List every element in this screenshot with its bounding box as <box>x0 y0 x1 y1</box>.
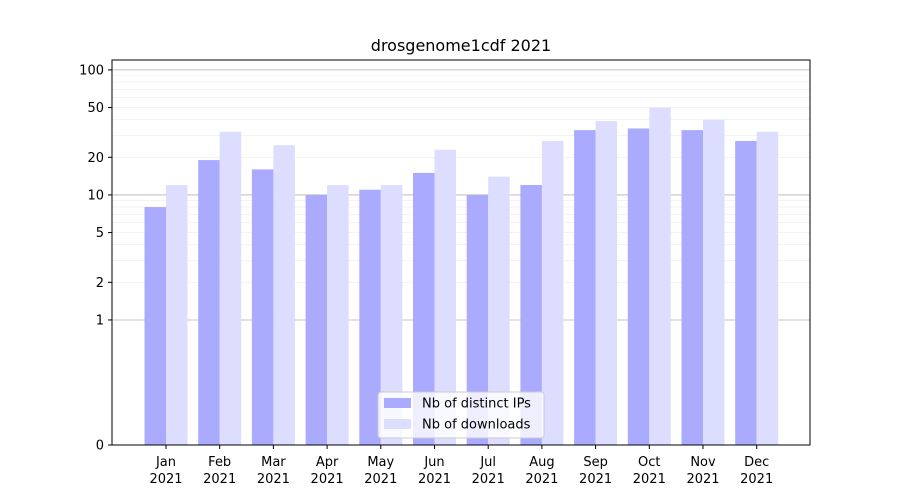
x-tick-label-month: Nov <box>690 455 716 470</box>
y-tick-label: 20 <box>87 151 104 166</box>
bar-distinct-ips-jan <box>144 207 166 445</box>
bar-downloads-apr <box>327 185 349 445</box>
legend-swatch <box>384 398 411 408</box>
legend: Nb of distinct IPs Nb of downloads <box>377 391 545 439</box>
bar-distinct-ips-may <box>359 189 381 445</box>
bar-downloads-dec <box>756 131 779 445</box>
y-tick-label: 5 <box>96 226 104 241</box>
x-axis: Jan 2021 Feb 2021 Mar 2021 Apr 2021 May 2021 Jun 20… <box>149 445 773 487</box>
x-tick-label-year: 2021 <box>203 472 236 487</box>
x-tick-label-year: 2021 <box>472 472 505 487</box>
bar-distinct-ips-aug <box>520 185 542 445</box>
x-tick-label-month: Dec <box>744 455 769 470</box>
bar-downloads-sep <box>595 121 618 446</box>
plot-area-frame <box>111 59 811 446</box>
bar-downloads-jun <box>434 149 456 446</box>
bar-downloads-jan <box>166 185 188 445</box>
bar-distinct-ips-jun <box>413 172 435 445</box>
x-tick-label-year: 2021 <box>740 472 773 487</box>
y-tick-label: 50 <box>87 101 104 116</box>
legend-label: Nb of downloads <box>422 418 531 433</box>
x-tick-label-month: Jan <box>155 455 176 470</box>
x-tick-label-year: 2021 <box>257 472 290 487</box>
bar-distinct-ips-sep <box>574 130 596 445</box>
bar-distinct-ips-nov <box>681 130 703 445</box>
x-tick-label-year: 2021 <box>364 472 397 487</box>
x-tick-label-year: 2021 <box>149 472 182 487</box>
x-tick-label-month: Sep <box>583 455 608 470</box>
legend-swatch <box>384 419 411 429</box>
bar-distinct-ips-jul <box>466 194 489 445</box>
x-tick-label-year: 2021 <box>418 472 451 487</box>
bar-downloads-feb <box>219 131 242 445</box>
x-tick-label-month: Feb <box>208 455 231 470</box>
bar-downloads-mar <box>273 145 295 445</box>
bar-downloads-aug <box>541 140 564 445</box>
y-tick-label: 2 <box>96 276 104 291</box>
x-tick-label-month: Oct <box>638 455 660 470</box>
bar-downloads-nov <box>703 119 725 446</box>
chart-title: drosgenome1cdf 2021 <box>371 36 551 55</box>
x-tick-label-month: Apr <box>316 455 339 470</box>
bar-distinct-ips-apr <box>305 194 328 445</box>
bar-downloads-oct <box>649 107 671 446</box>
bar-downloads-may <box>380 185 403 445</box>
bar-downloads-jul <box>488 176 510 445</box>
x-tick-label-month: Mar <box>261 455 286 470</box>
x-tick-label-month: Jul <box>479 455 496 470</box>
y-axis: 0 1 2 5 10 20 50 100 <box>79 63 112 454</box>
y-tick-label: 0 <box>96 439 104 454</box>
x-tick-label-month: Jun <box>423 455 444 470</box>
x-tick-label-year: 2021 <box>633 472 666 487</box>
bar-distinct-ips-dec <box>735 140 757 445</box>
y-tick-label: 100 <box>79 63 104 78</box>
x-tick-label-month: May <box>367 455 394 470</box>
x-tick-label-year: 2021 <box>525 472 558 487</box>
y-tick-label: 1 <box>96 313 104 328</box>
bar-distinct-ips-feb <box>198 160 220 445</box>
legend-label: Nb of distinct IPs <box>422 397 531 412</box>
x-tick-label-month: Aug <box>529 455 554 470</box>
bars <box>144 107 779 446</box>
x-tick-label-year: 2021 <box>311 472 344 487</box>
x-tick-label-year: 2021 <box>686 472 719 487</box>
bar-distinct-ips-mar <box>251 169 274 445</box>
legend-box <box>377 391 545 439</box>
bar-distinct-ips-oct <box>627 128 650 445</box>
y-tick-label: 10 <box>87 188 104 203</box>
x-tick-label-year: 2021 <box>579 472 612 487</box>
